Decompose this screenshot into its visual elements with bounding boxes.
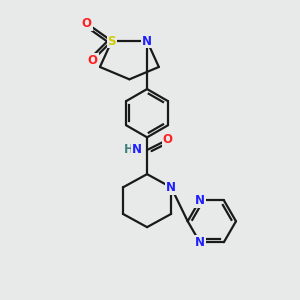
Text: N: N xyxy=(142,34,152,48)
Text: N: N xyxy=(195,236,205,249)
Text: O: O xyxy=(82,17,92,30)
Text: N: N xyxy=(132,143,142,157)
Text: O: O xyxy=(88,54,98,67)
Text: H: H xyxy=(124,143,134,157)
Text: N: N xyxy=(195,194,205,207)
Text: S: S xyxy=(107,34,116,48)
Text: O: O xyxy=(163,133,173,146)
Text: N: N xyxy=(166,181,176,194)
